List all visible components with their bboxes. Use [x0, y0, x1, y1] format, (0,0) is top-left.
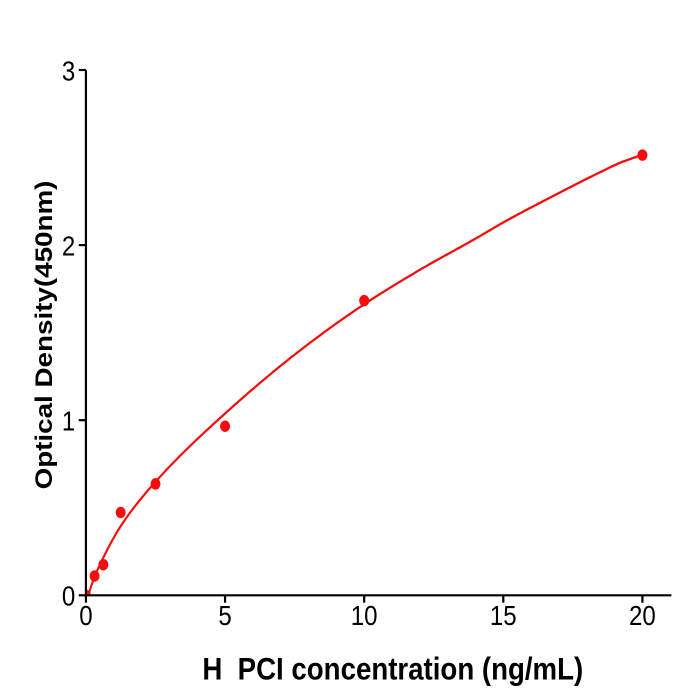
svg-text:H PCI concentration (ng/mL): H PCI concentration (ng/mL) [202, 652, 583, 687]
svg-text:3: 3 [62, 57, 75, 87]
svg-text:15: 15 [490, 602, 517, 632]
svg-text:Optical Density(450nm): Optical Density(450nm) [29, 181, 57, 490]
svg-text:0: 0 [79, 602, 92, 632]
svg-text:5: 5 [218, 602, 231, 632]
svg-text:20: 20 [629, 602, 656, 632]
svg-text:2: 2 [62, 232, 75, 262]
svg-text:0: 0 [62, 582, 75, 612]
svg-text:10: 10 [351, 602, 378, 632]
svg-text:1: 1 [62, 407, 75, 437]
